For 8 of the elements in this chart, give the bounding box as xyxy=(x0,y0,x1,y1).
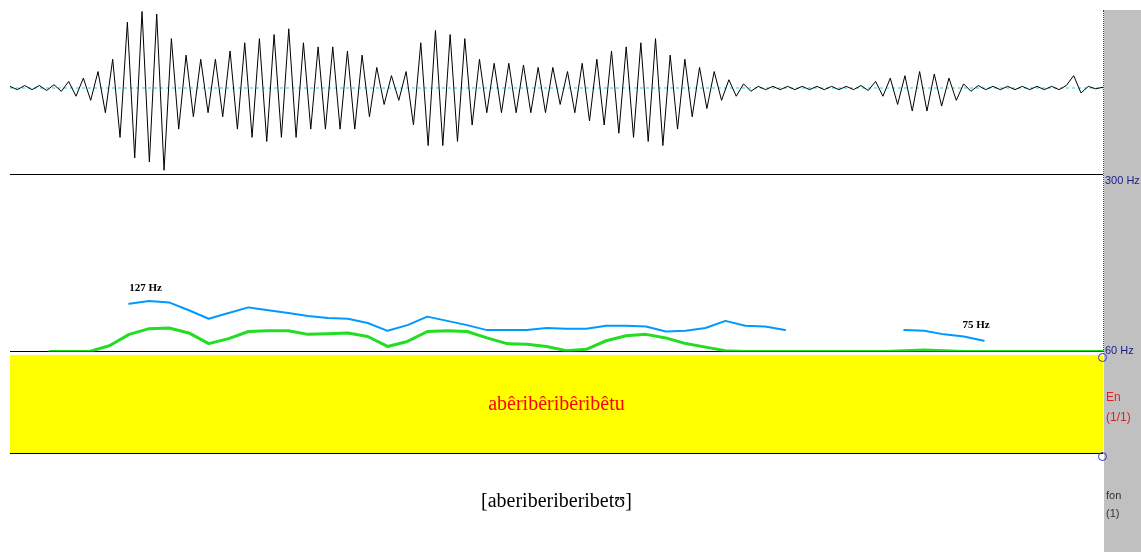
text: abêribêribêribêtu xyxy=(487,392,626,415)
text: En (1/1) xyxy=(1106,389,1132,426)
annotation: 75 Hz xyxy=(962,318,990,331)
text: [aberiberiberibetʊ] xyxy=(480,489,633,512)
y-tick-label: 60 Hz xyxy=(1105,344,1134,357)
y-tick-label: 300 Hz xyxy=(1105,174,1140,187)
text: fon (1) xyxy=(1106,488,1123,521)
annotation: 127 Hz xyxy=(129,281,163,294)
